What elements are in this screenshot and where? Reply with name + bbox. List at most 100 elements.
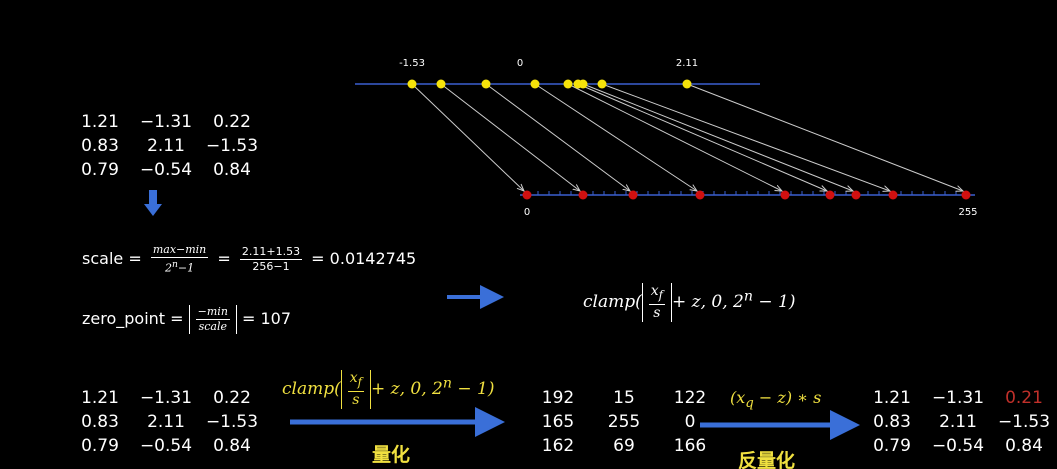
- equals: =: [242, 309, 256, 328]
- down-arrow: [149, 190, 157, 204]
- var: x: [349, 370, 358, 386]
- cell: 0.84: [213, 436, 251, 456]
- cell: 1.21: [81, 388, 119, 408]
- result: 0.0142745: [329, 248, 417, 268]
- input-matrix: 1.21 −1.31 0.22 0.83 2.11 −1.53 0.79 −0.54 0.84: [70, 386, 262, 458]
- fraction: xf s: [347, 370, 364, 409]
- cell: 0.83: [81, 136, 119, 156]
- cell: 0.79: [873, 436, 911, 456]
- part: − 1): [451, 378, 495, 399]
- tail: −1: [177, 261, 195, 275]
- float-point: [530, 79, 540, 89]
- axis-label: 255: [958, 207, 977, 218]
- cell: −1.31: [139, 388, 193, 408]
- cell: 0.22: [213, 388, 251, 408]
- numerator: 2.11+1.53: [239, 244, 303, 260]
- cell: −0.54: [139, 160, 193, 180]
- scale-formula: scale = max−min 2n−1 = 2.11+1.53 256−1 = 0…: [82, 243, 416, 276]
- dequantize-label: 反量化: [738, 450, 796, 469]
- base: 2: [164, 261, 172, 275]
- cell: 0.83: [81, 412, 119, 432]
- cell: 1.21: [81, 112, 119, 132]
- cell: −1.53: [205, 412, 259, 432]
- cell: 162: [541, 436, 575, 456]
- cell: 0.79: [81, 436, 119, 456]
- round: xf s: [340, 370, 371, 409]
- arrow: [577, 83, 827, 191]
- float-point: [563, 79, 573, 89]
- exp: n: [442, 375, 452, 392]
- cell: 2.11: [939, 412, 977, 432]
- numerator: −min: [195, 305, 230, 320]
- part: + z, 0, 2: [671, 291, 744, 312]
- zero-point-formula: zero_point = −min scale = 107: [82, 305, 291, 334]
- exp: n: [743, 288, 753, 305]
- denominator: 256−1: [252, 259, 290, 273]
- int-point: [961, 190, 971, 200]
- equals: =: [128, 248, 142, 268]
- arrow: [567, 83, 782, 191]
- fraction: max−min 2n−1: [150, 243, 209, 276]
- axis-label: 2.11: [676, 58, 698, 69]
- cell: −0.54: [139, 436, 193, 456]
- cell: 0.84: [213, 160, 251, 180]
- cell: 255: [607, 412, 641, 432]
- dequantized-matrix: 1.21 −1.31 0.21 0.83 2.11 −1.53 0.79 −0.54 0.84: [862, 386, 1054, 458]
- fraction: −min scale: [195, 305, 230, 334]
- cell: 166: [673, 436, 707, 456]
- cell: 165: [541, 412, 575, 432]
- cell: −1.31: [931, 388, 985, 408]
- label: zero_point: [82, 309, 166, 328]
- down-arrow-head: [144, 204, 162, 216]
- part: (x: [730, 388, 746, 407]
- equals: =: [170, 309, 184, 328]
- points: [407, 79, 971, 200]
- sub: f: [658, 287, 663, 302]
- cell: 0.79: [81, 160, 119, 180]
- denominator: scale: [198, 320, 227, 333]
- cell: −1.31: [139, 112, 193, 132]
- part: − 1): [752, 291, 796, 312]
- equals: =: [311, 248, 325, 268]
- cell: 15: [613, 388, 635, 408]
- arrow: [534, 83, 697, 191]
- denominator: s: [352, 391, 360, 408]
- cell: −1.53: [205, 136, 259, 156]
- float-point: [407, 79, 417, 89]
- int-point: [825, 190, 835, 200]
- axis-label: 0: [524, 207, 530, 218]
- var: x: [650, 283, 659, 299]
- numerator: xf: [648, 283, 665, 305]
- arrow: [485, 83, 630, 191]
- float-point: [682, 79, 692, 89]
- cell: 69: [613, 436, 635, 456]
- arrow: [582, 83, 853, 191]
- int-point: [578, 190, 588, 200]
- clamp-formula: clamp( xf s + z, 0, 2n − 1): [583, 283, 795, 322]
- fn: clamp(: [583, 291, 642, 312]
- clamp-formula: clamp(xf s + z, 0, 2n − 1): [282, 370, 494, 409]
- int-point: [695, 190, 705, 200]
- cell: 0.21: [1005, 388, 1043, 408]
- float-point: [481, 79, 491, 89]
- label: scale: [82, 248, 124, 268]
- int-point: [628, 190, 638, 200]
- numerator: xf: [347, 370, 364, 392]
- float-point: [436, 79, 446, 89]
- sub: q: [745, 396, 754, 412]
- cell: 0.22: [213, 112, 251, 132]
- axis-label: -1.53: [399, 58, 425, 69]
- arrow: [411, 83, 524, 191]
- int-point: [522, 190, 532, 200]
- arrow: [686, 83, 963, 191]
- fraction: xf s: [648, 283, 665, 322]
- arrow: [601, 83, 890, 191]
- exp: n: [171, 259, 178, 270]
- round: xf s: [641, 283, 672, 322]
- dequant-formula: (xq − z) ∗ s: [730, 388, 821, 411]
- equals: =: [217, 248, 231, 268]
- cell: 0: [684, 412, 696, 432]
- arrow: [440, 83, 580, 191]
